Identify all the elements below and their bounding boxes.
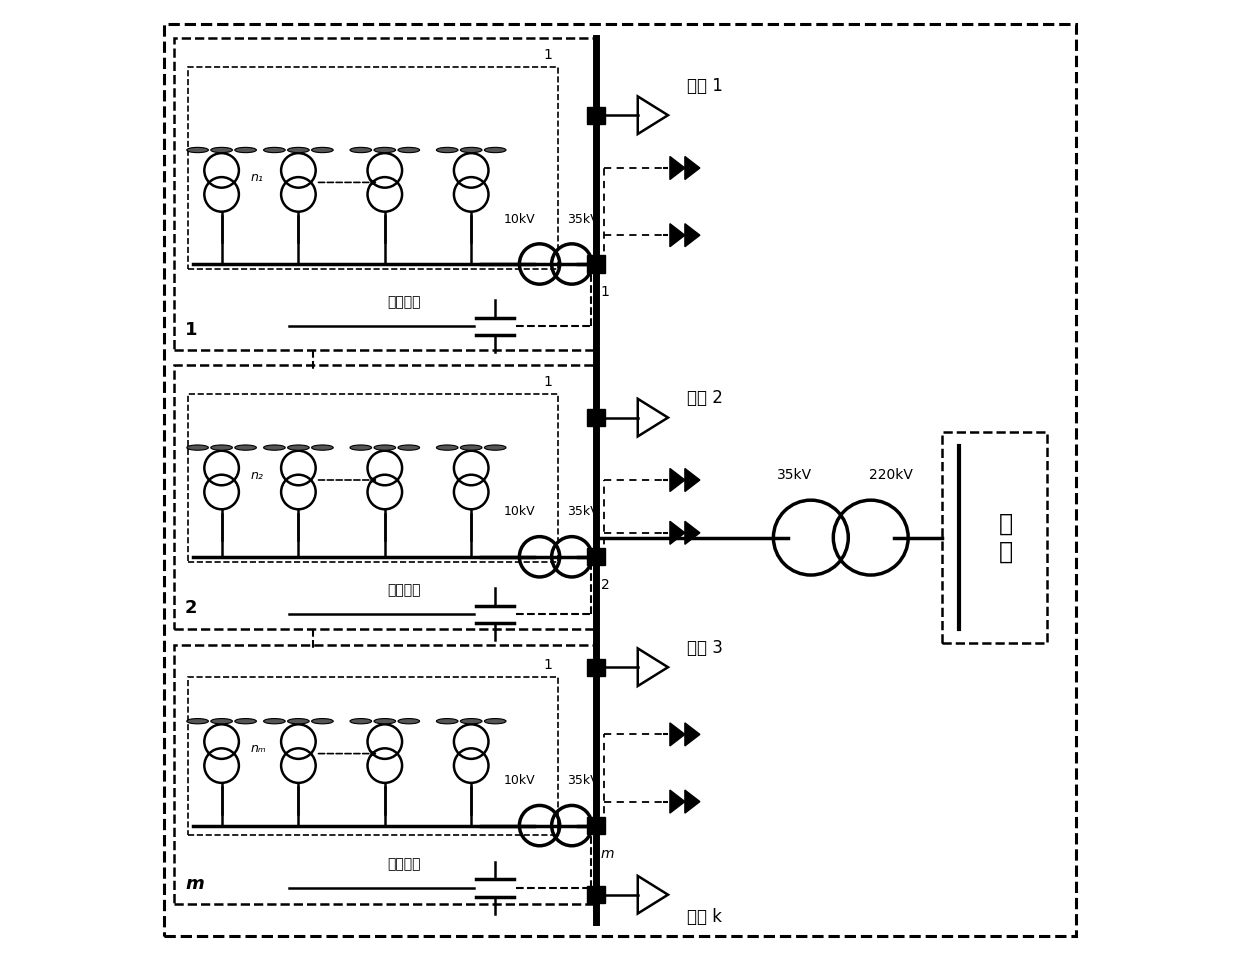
Text: 1: 1: [544, 48, 553, 62]
Text: 负荷 k: 负荷 k: [687, 908, 722, 925]
Ellipse shape: [311, 718, 334, 724]
Polygon shape: [684, 723, 699, 746]
Text: 35kV: 35kV: [567, 774, 599, 787]
Text: 1: 1: [185, 321, 197, 339]
Ellipse shape: [460, 445, 482, 450]
Bar: [588, 548, 605, 565]
Ellipse shape: [234, 445, 257, 450]
Text: 10kV: 10kV: [503, 505, 534, 518]
Ellipse shape: [288, 718, 309, 724]
Bar: [188, 67, 558, 269]
Text: 10kV: 10kV: [503, 212, 534, 226]
Ellipse shape: [460, 718, 482, 724]
Text: 1: 1: [601, 285, 610, 300]
Ellipse shape: [187, 148, 208, 153]
Text: 35kV: 35kV: [567, 212, 599, 226]
Text: 1: 1: [544, 658, 553, 672]
Bar: [588, 817, 605, 834]
Text: 35kV: 35kV: [567, 505, 599, 518]
Ellipse shape: [311, 148, 334, 153]
Polygon shape: [684, 224, 699, 247]
Bar: [588, 886, 605, 903]
Polygon shape: [684, 790, 699, 813]
Ellipse shape: [187, 445, 208, 450]
Ellipse shape: [288, 148, 309, 153]
Polygon shape: [684, 156, 699, 180]
Ellipse shape: [350, 445, 372, 450]
Text: n₂: n₂: [250, 468, 263, 482]
Ellipse shape: [311, 445, 334, 450]
Ellipse shape: [234, 148, 257, 153]
Ellipse shape: [350, 718, 372, 724]
Ellipse shape: [398, 718, 419, 724]
Text: 220kV: 220kV: [869, 468, 913, 482]
Text: 电
网: 电 网: [999, 512, 1013, 564]
Text: m: m: [185, 875, 203, 893]
Polygon shape: [670, 790, 684, 813]
Polygon shape: [670, 723, 684, 746]
Text: m: m: [601, 847, 614, 861]
Bar: [588, 107, 605, 124]
Polygon shape: [670, 224, 684, 247]
Text: 1: 1: [544, 374, 553, 389]
Text: 负荷 3: 负荷 3: [687, 639, 723, 657]
Bar: [188, 677, 558, 835]
Text: 2: 2: [601, 578, 610, 592]
Bar: [941, 432, 1048, 643]
Ellipse shape: [485, 148, 506, 153]
Ellipse shape: [398, 445, 419, 450]
Bar: [188, 394, 558, 562]
Polygon shape: [684, 521, 699, 544]
Ellipse shape: [374, 445, 396, 450]
Ellipse shape: [288, 445, 309, 450]
Ellipse shape: [398, 148, 419, 153]
Ellipse shape: [264, 445, 285, 450]
Ellipse shape: [436, 148, 458, 153]
Polygon shape: [670, 468, 684, 492]
Bar: [588, 255, 605, 273]
Bar: [174, 365, 596, 629]
Ellipse shape: [460, 148, 482, 153]
Ellipse shape: [264, 148, 285, 153]
Ellipse shape: [374, 718, 396, 724]
Ellipse shape: [211, 445, 232, 450]
Text: 负荷 2: 负荷 2: [687, 390, 723, 407]
Polygon shape: [670, 521, 684, 544]
Ellipse shape: [234, 718, 257, 724]
Ellipse shape: [436, 445, 458, 450]
Ellipse shape: [187, 718, 208, 724]
Bar: [588, 659, 605, 676]
Bar: [174, 38, 596, 350]
Text: 10kV: 10kV: [503, 774, 534, 787]
Text: 储能电站: 储能电站: [387, 856, 420, 871]
Ellipse shape: [436, 718, 458, 724]
Text: n₁: n₁: [250, 171, 263, 184]
Ellipse shape: [374, 148, 396, 153]
Bar: [588, 409, 605, 426]
Ellipse shape: [211, 148, 232, 153]
Text: 2: 2: [185, 599, 197, 617]
Ellipse shape: [485, 445, 506, 450]
Text: 负荷 1: 负荷 1: [687, 78, 723, 95]
Text: 储能电站: 储能电站: [387, 583, 420, 597]
Ellipse shape: [350, 148, 372, 153]
Text: nₘ: nₘ: [250, 742, 267, 756]
Ellipse shape: [485, 718, 506, 724]
Ellipse shape: [264, 718, 285, 724]
Ellipse shape: [211, 718, 232, 724]
Bar: [174, 645, 596, 904]
Text: 35kV: 35kV: [777, 468, 812, 482]
Polygon shape: [684, 468, 699, 492]
Text: 储能电站: 储能电站: [387, 295, 420, 309]
Polygon shape: [670, 156, 684, 180]
